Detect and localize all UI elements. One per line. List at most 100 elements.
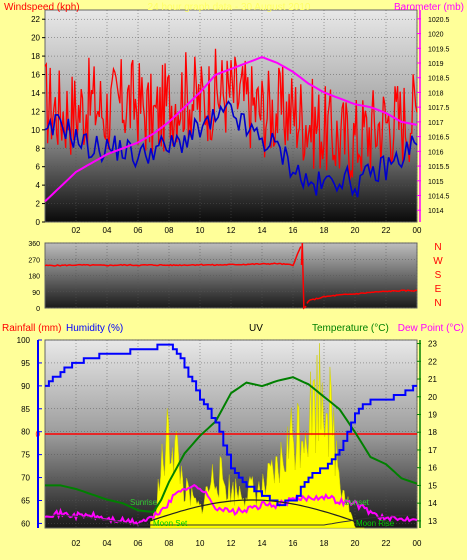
- wind-direction-line: [306, 289, 418, 304]
- humidity-tick-label: 60: [21, 519, 30, 528]
- temperature-tick-label: 21: [428, 375, 437, 384]
- wind-average-line: [44, 100, 418, 198]
- compass-letter: N: [434, 242, 441, 253]
- direction-tick-label: 0: [36, 306, 40, 313]
- uv-axis-label: UV: [249, 323, 263, 334]
- solar-lunar-curves: [45, 499, 417, 526]
- temperature-tick-label: 18: [428, 428, 437, 437]
- wind-gust-line: [44, 48, 418, 182]
- barometer-tick-label: 1017.5: [428, 105, 450, 112]
- barometer-axis-label: Barometer (mb): [394, 2, 464, 13]
- humidity-axis-label: Humidity (%): [66, 323, 123, 334]
- humidity-series: [45, 343, 417, 507]
- wind-time-tick-label: 22: [382, 226, 391, 235]
- windspeed-tick-label: 2: [36, 200, 41, 209]
- direction-panel-tick-labels: 0 90 180 270 360: [28, 241, 40, 313]
- temperature-tick-label: 13: [428, 517, 437, 526]
- humidity-tick-label: 95: [21, 359, 30, 368]
- moon-curve: [45, 514, 417, 526]
- wind-gust-series: [44, 48, 418, 182]
- wind-time-tick-label: 20: [351, 226, 360, 235]
- humidity-tick-label: 80: [21, 428, 30, 437]
- moon-set-label: Moon Set: [153, 519, 188, 528]
- direction-tick-label: 360: [28, 241, 40, 248]
- temperature-line: [45, 376, 418, 514]
- compass-letter: W: [433, 256, 443, 267]
- direction-panel-grid: [45, 242, 418, 309]
- humidity-tick-label: 85: [21, 405, 30, 414]
- temperature-tick-label: 23: [428, 340, 437, 349]
- temperature-tick-label: 20: [428, 393, 437, 402]
- compass-letter: E: [435, 284, 442, 295]
- moon-rise-label: Moon Rise: [356, 519, 395, 528]
- wind-time-tick-label: 12: [227, 226, 236, 235]
- wind-direction-jump: [300, 242, 307, 310]
- compass-letter: S: [435, 270, 442, 281]
- solar-curve: [137, 499, 371, 525]
- barometer-tick-label: 1015.5: [428, 164, 450, 171]
- temperature-tick-label: 19: [428, 410, 437, 419]
- rain-time-tick-label: 08: [165, 539, 174, 548]
- wind-time-tick-label: 10: [196, 226, 205, 235]
- windspeed-axis-label: Windspeed (kph): [4, 2, 80, 13]
- windspeed-tick-label: 4: [36, 181, 41, 190]
- rainfall-axis-label: Rainfall (mm): [2, 323, 61, 334]
- windspeed-tick-label: 16: [31, 71, 40, 80]
- direction-tick-label: 180: [28, 274, 40, 281]
- graph-date-title: 24 hour graph data - 30 August 2010: [148, 2, 311, 13]
- barometer-tick-label: 1020: [428, 32, 444, 39]
- barometer-tick-label: 1018.5: [428, 76, 450, 83]
- sunset-label: Sunset: [344, 498, 370, 507]
- rain-time-tick-label: 02: [72, 539, 81, 548]
- temperature-tick-label: 22: [428, 357, 437, 366]
- humidity-tick-label: 75: [21, 451, 30, 460]
- windspeed-tick-label: 22: [31, 15, 40, 24]
- barometer-tick-label: 1014: [428, 208, 444, 215]
- barometer-tick-label: 1016.5: [428, 135, 450, 142]
- temperature-tick-label: 17: [428, 446, 437, 455]
- wind-panel-tick-labels: 024681012141618202210141014.510151015.51…: [31, 10, 450, 235]
- direction-tick-label: 90: [32, 290, 40, 297]
- barometer-tick-label: 1018: [428, 90, 444, 97]
- dew-point-axis-label: Dew Point (°C): [398, 323, 464, 334]
- windspeed-tick-label: 20: [31, 34, 40, 43]
- humidity-tick-label: 70: [21, 474, 30, 483]
- humidity-tick-label: 65: [21, 496, 30, 505]
- barometer-line: [44, 56, 418, 203]
- direction-tick-label: 270: [28, 257, 40, 264]
- wind-time-tick-label: 04: [103, 226, 112, 235]
- compass-letter: N: [434, 298, 441, 309]
- rain-time-tick-label: 06: [134, 539, 143, 548]
- rain-time-tick-label: 10: [196, 539, 205, 548]
- wind-time-tick-label: 02: [72, 226, 81, 235]
- temperature-tick-label: 15: [428, 481, 437, 490]
- temperature-tick-label: 14: [428, 499, 437, 508]
- rain-time-tick-label: 18: [320, 539, 329, 548]
- temperature-tick-label: 16: [428, 464, 437, 473]
- windspeed-tick-label: 6: [36, 163, 41, 172]
- humidity-line: [45, 343, 417, 507]
- barometer-series: [44, 56, 418, 203]
- barometer-tick-label: 1014.5: [428, 194, 450, 201]
- temperature-series: [45, 376, 418, 514]
- windspeed-tick-label: 14: [31, 89, 40, 98]
- rain-time-tick-label: 20: [351, 539, 360, 548]
- barometer-tick-label: 1017: [428, 120, 444, 127]
- rain-time-tick-label: 04: [103, 539, 112, 548]
- humidity-tick-label: 100: [17, 336, 31, 345]
- rain-time-tick-label: 14: [258, 539, 267, 548]
- barometer-tick-label: 1020.5: [428, 17, 450, 24]
- windspeed-tick-label: 18: [31, 52, 40, 61]
- sunrise-label: Sunrise: [130, 498, 158, 507]
- humidity-tick-label: 90: [21, 382, 30, 391]
- barometer-tick-label: 1019.5: [428, 46, 450, 53]
- rain-time-tick-label: 00: [413, 539, 422, 548]
- wind-time-tick-label: 16: [289, 226, 298, 235]
- temperature-axis-label: Temperature (°C): [312, 323, 389, 334]
- barometer-tick-label: 1015: [428, 179, 444, 186]
- barometer-tick-label: 1016: [428, 149, 444, 156]
- wind-time-tick-label: 00: [413, 226, 422, 235]
